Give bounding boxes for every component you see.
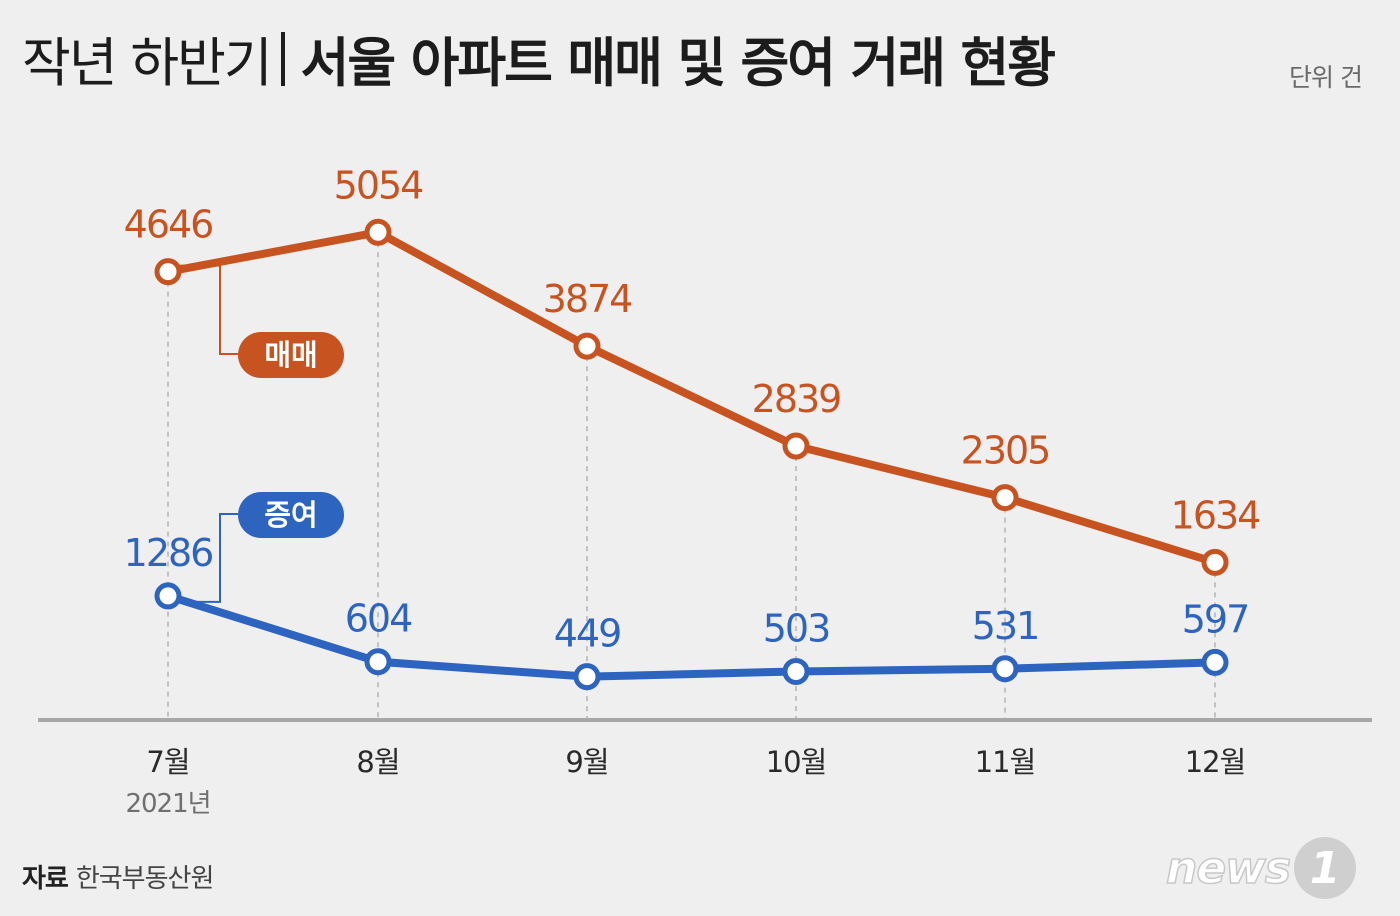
legend-sale-pill: [238, 332, 344, 378]
x-tick-label: 10월: [766, 745, 827, 779]
gift-data-label: 604: [345, 597, 412, 641]
sale-marker: [991, 484, 1019, 512]
unit-label: 단위 건: [1289, 63, 1363, 92]
year-label: 2021년: [125, 789, 210, 819]
gift-marker: [782, 657, 810, 685]
x-tick-label: 9월: [565, 745, 608, 779]
source-note: 자료 한국부동산원: [22, 858, 215, 895]
gift-data-label: 597: [1182, 597, 1249, 641]
legend-sale-connector: [178, 264, 238, 355]
gift-data-label: 1286: [124, 531, 213, 575]
source-text: 한국부동산원: [75, 864, 215, 894]
series-line-sale: [164, 228, 1219, 567]
gift-data-label: 503: [763, 606, 830, 650]
gift-marker: [154, 582, 182, 610]
sale-marker: [573, 332, 601, 360]
gift-marker: [1201, 648, 1229, 676]
gift-marker: [364, 648, 392, 676]
title-separator: [280, 32, 285, 86]
legend-gift-label: 증여: [264, 498, 317, 532]
legend-sale-label: 매매: [264, 338, 317, 372]
x-tick-label: 12월: [1185, 745, 1246, 779]
legend-gift-connector: [178, 513, 238, 603]
gift-data-label: 449: [554, 612, 621, 656]
sale-marker: [154, 258, 182, 286]
logo-mark: 1: [1294, 837, 1357, 899]
sale-data-label: 4646: [124, 203, 213, 247]
chart-title: 작년 하반기 서울 아파트 매매 및 증여 거래 현황: [22, 14, 1056, 104]
gift-marker: [991, 655, 1019, 683]
logo-text: news: [1165, 842, 1292, 895]
gift-data-label: 531: [972, 604, 1039, 648]
sale-data-label: 2305: [961, 429, 1050, 473]
sale-marker: [364, 218, 392, 246]
source-label: 자료: [22, 864, 69, 894]
x-tick-label: 11월: [975, 745, 1036, 779]
sale-data-label: 3874: [543, 277, 633, 321]
series-line-gift: [164, 591, 1219, 681]
gift-marker: [573, 663, 601, 691]
sale-marker: [1201, 548, 1229, 576]
x-tick-label: 8월: [356, 745, 399, 779]
sale-data-label: 2839: [752, 377, 841, 421]
title-main: 서울 아파트 매매 및 증여 거래 현황: [300, 33, 1056, 94]
sale-data-label: 1634: [1171, 493, 1261, 537]
title-prefix: 작년 하반기: [22, 33, 273, 94]
news1-logo: news 1: [1165, 836, 1357, 900]
x-tick-label: 7월: [146, 745, 189, 779]
legend-gift-pill: [238, 492, 344, 538]
sale-data-label: 5054: [334, 163, 424, 207]
sale-marker: [782, 432, 810, 460]
